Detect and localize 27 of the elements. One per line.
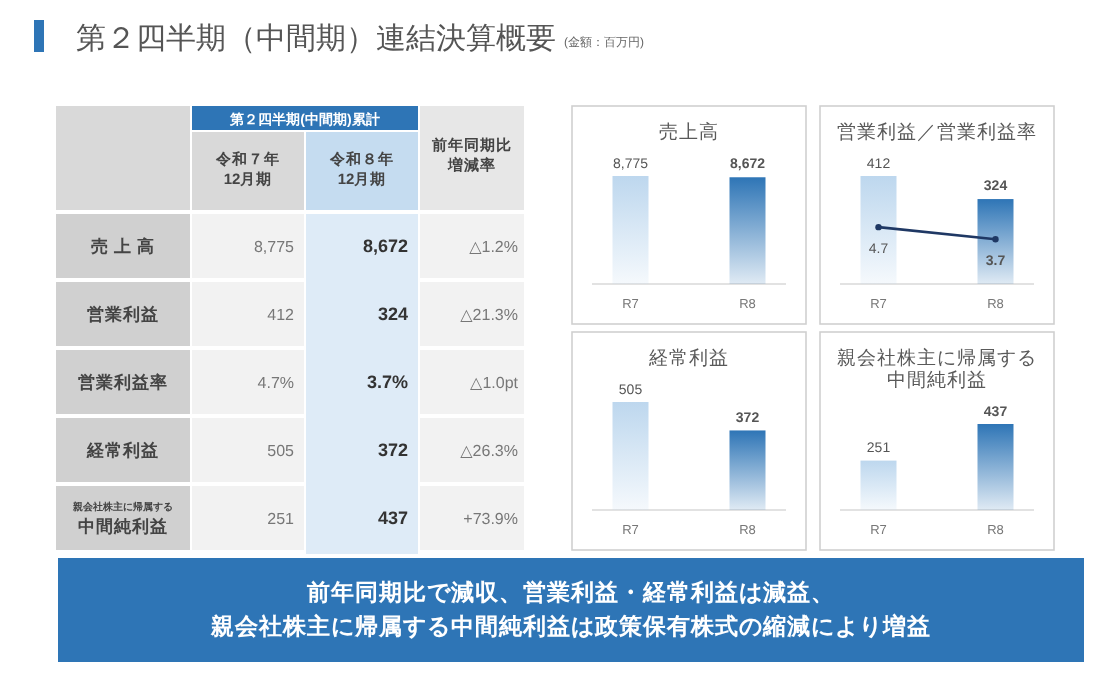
- chart-title: 営業利益／営業利益率: [837, 120, 1037, 144]
- chart-title: 経常利益: [647, 346, 729, 370]
- text: 412: [267, 306, 296, 324]
- text: 4.7%: [257, 374, 294, 392]
- text: 8,672: [362, 236, 408, 256]
- chart-title: 売上高: [659, 120, 719, 144]
- text: △1.0pt: [470, 374, 520, 392]
- text: +73.9%: [463, 510, 518, 528]
- text: 第２四半期（中間期）連結決算概要: [76, 22, 556, 56]
- text: 8,775: [253, 238, 296, 256]
- text: △21.3%: [460, 306, 518, 324]
- text: 505: [267, 442, 296, 460]
- text: 437: [377, 508, 408, 528]
- text: 売 上 高: [91, 236, 155, 256]
- text: 営業利益: [87, 304, 159, 324]
- text: △1.2%: [469, 238, 518, 256]
- text: 前年同期比で減収、営業利益・経常利益は減益、: [305, 578, 835, 606]
- text: △26.3%: [460, 442, 518, 460]
- text: 251: [267, 510, 296, 528]
- text: 営業利益率: [78, 372, 168, 392]
- chart-title: 親会社株主に帰属する中間純利益: [837, 346, 1037, 392]
- text: 経常利益: [85, 440, 159, 460]
- text: 親会社株主に帰属する中間純利益は政策保有株式の縮減により増益: [209, 612, 931, 640]
- text: 中間純利益: [78, 516, 168, 536]
- text: 3.7%: [366, 372, 408, 392]
- text: 324: [377, 304, 408, 324]
- text: 372: [377, 440, 408, 460]
